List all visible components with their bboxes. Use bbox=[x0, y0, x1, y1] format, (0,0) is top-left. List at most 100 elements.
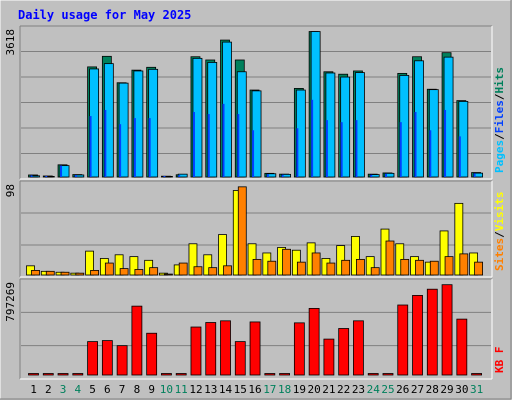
kbytes-bar bbox=[161, 373, 172, 376]
panel-0-max-label: 3618 bbox=[4, 29, 17, 56]
chart-title: Daily usage for May 2025 bbox=[18, 8, 191, 22]
kbytes-bar bbox=[72, 373, 84, 376]
kbytes-bar bbox=[412, 295, 423, 376]
files-bar bbox=[458, 136, 461, 177]
files-bar bbox=[148, 118, 151, 177]
files-bar bbox=[178, 175, 181, 177]
kbytes-bar bbox=[220, 320, 231, 376]
sites-bar bbox=[237, 186, 247, 276]
day-label: 2 bbox=[45, 383, 52, 396]
legend-entry: Files bbox=[493, 100, 506, 133]
files-bar bbox=[60, 165, 63, 177]
visits-bar bbox=[439, 230, 449, 276]
legend-separator: / bbox=[493, 231, 506, 238]
kbytes-bar bbox=[338, 328, 350, 376]
kbytes-bar bbox=[308, 307, 320, 376]
day-label: 17 bbox=[263, 383, 276, 396]
day-label: 4 bbox=[74, 383, 81, 396]
files-bar bbox=[355, 120, 358, 177]
sites-bar bbox=[429, 260, 439, 276]
files-bar bbox=[133, 118, 136, 177]
panel-1-legend: Sites/Visits bbox=[493, 192, 506, 272]
kbytes-bar bbox=[456, 318, 468, 376]
day-label: 19 bbox=[293, 383, 306, 396]
day-label: 18 bbox=[278, 383, 291, 396]
day-label: 11 bbox=[175, 383, 188, 396]
kbytes-bar bbox=[264, 373, 276, 376]
day-label: 26 bbox=[396, 383, 409, 396]
sites-bar bbox=[208, 267, 218, 276]
visits-bar bbox=[203, 254, 213, 276]
files-bar bbox=[74, 174, 77, 177]
kbytes-bar bbox=[279, 373, 290, 376]
sites-bar bbox=[356, 258, 365, 276]
kbytes-bar bbox=[175, 373, 187, 376]
files-bar bbox=[237, 114, 240, 177]
sites-bar bbox=[400, 258, 410, 276]
kbytes-bar bbox=[42, 373, 54, 376]
day-label: 27 bbox=[411, 383, 424, 396]
day-label: 31 bbox=[470, 383, 483, 396]
kbytes-bar bbox=[353, 320, 364, 376]
files-bar bbox=[414, 111, 417, 177]
legend-entry: Hits bbox=[493, 67, 506, 94]
files-bar bbox=[192, 111, 195, 177]
files-bar bbox=[444, 109, 447, 177]
files-bar bbox=[370, 174, 373, 177]
legend-separator: / bbox=[493, 133, 506, 140]
legend-entry: Sites bbox=[493, 238, 506, 271]
files-bar bbox=[311, 99, 314, 177]
kbytes-bar bbox=[87, 341, 98, 376]
sites-bar bbox=[282, 248, 291, 276]
sites-bar bbox=[75, 272, 85, 276]
day-label: 15 bbox=[234, 383, 247, 396]
visits-bar bbox=[188, 243, 198, 276]
day-label: 24 bbox=[367, 383, 381, 396]
sites-bar bbox=[252, 258, 262, 276]
sites-bar bbox=[444, 256, 454, 276]
panel-2-max-label: 797269 bbox=[4, 282, 17, 322]
sites-bar bbox=[385, 240, 395, 276]
sites-bar bbox=[60, 271, 70, 276]
day-label: 30 bbox=[455, 383, 468, 396]
sites-bar bbox=[459, 253, 469, 276]
kbytes-bar bbox=[441, 284, 453, 376]
kbytes-bar bbox=[293, 322, 305, 376]
sites-bar bbox=[134, 269, 144, 276]
sites-bar bbox=[370, 267, 380, 276]
day-label: 20 bbox=[308, 383, 321, 396]
panel-1-max-label: 98 bbox=[4, 184, 17, 197]
files-bar bbox=[266, 174, 269, 177]
files-bar bbox=[30, 175, 33, 177]
sites-bar bbox=[119, 268, 129, 276]
files-bar bbox=[119, 124, 122, 177]
sites-bar bbox=[193, 266, 203, 276]
kbytes-bar bbox=[146, 332, 158, 376]
sites-bar bbox=[296, 261, 306, 276]
panel-2-legend: KB F bbox=[493, 347, 506, 374]
sites-bar bbox=[415, 259, 424, 276]
sites-bar bbox=[90, 270, 99, 276]
kbytes-bar bbox=[205, 322, 217, 376]
files-bar bbox=[399, 122, 402, 177]
kbytes-bar bbox=[367, 373, 379, 376]
files-bar bbox=[340, 122, 343, 177]
files-bar bbox=[473, 173, 476, 177]
kbytes-bar bbox=[101, 340, 113, 376]
visits-bar bbox=[114, 254, 124, 276]
day-label: 21 bbox=[322, 383, 335, 396]
day-label: 12 bbox=[189, 383, 202, 396]
kbytes-bar bbox=[323, 338, 335, 376]
visits-bar bbox=[454, 202, 464, 276]
day-label: 10 bbox=[160, 383, 173, 396]
sites-bar bbox=[311, 252, 321, 276]
files-bar bbox=[89, 116, 92, 177]
kbytes-bar bbox=[397, 304, 409, 376]
legend-entry: Pages bbox=[493, 140, 506, 173]
files-bar bbox=[45, 176, 48, 177]
day-label: 6 bbox=[104, 383, 111, 396]
kbytes-bar bbox=[28, 373, 39, 376]
visits-bar bbox=[351, 236, 360, 276]
